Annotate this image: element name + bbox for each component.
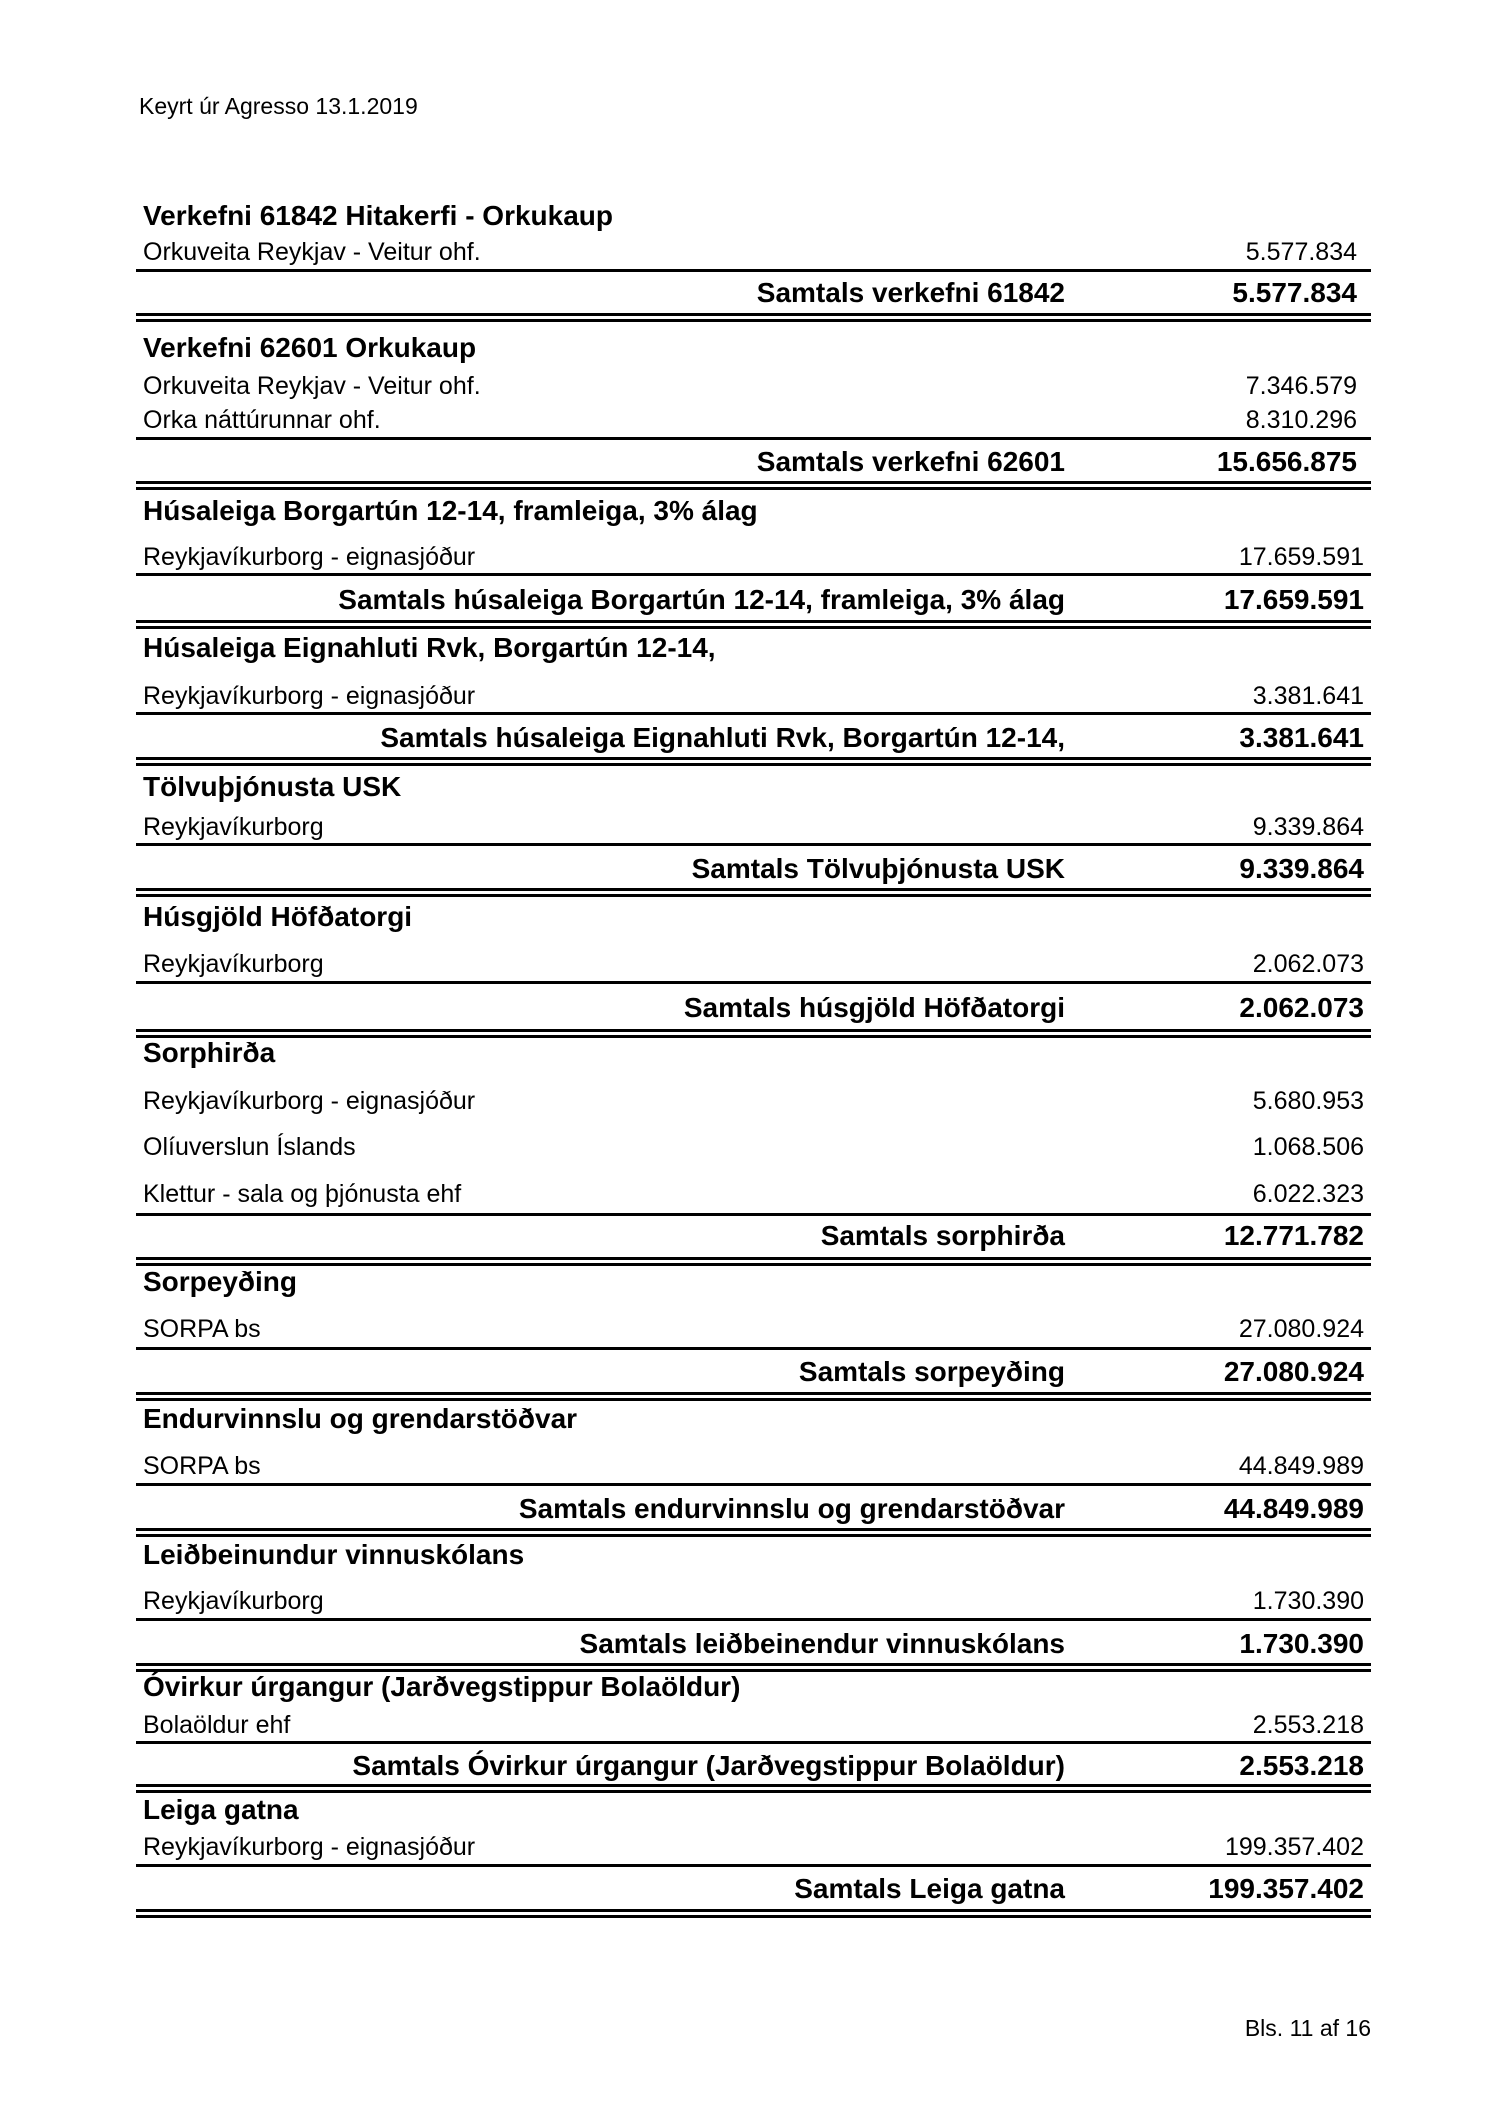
total-double-rule (136, 888, 1371, 897)
total-label: Samtals leiðbeinendur vinnuskólans (579, 1628, 1065, 1659)
total-label: Samtals endurvinnslu og grendarstöðvar (518, 1493, 1065, 1524)
subtotal-rule (136, 1741, 1371, 1744)
line-item-name: Orkuveita Reykjav - Veitur ohf. (143, 372, 481, 400)
total-double-rule (136, 757, 1371, 766)
total-label: Samtals verkefni 61842 (756, 277, 1065, 308)
total-amount: 2.553.218 (1239, 1750, 1364, 1781)
section-title: Húsaleiga Eignahluti Rvk, Borgartún 12-1… (143, 632, 716, 663)
total-amount: 5.577.834 (1232, 277, 1357, 308)
total-amount: 9.339.864 (1239, 853, 1364, 884)
total-double-rule (136, 620, 1371, 629)
line-item-name: SORPA bs (143, 1452, 261, 1480)
total-amount: 27.080.924 (1223, 1356, 1364, 1387)
section-title: Óvirkur úrgangur (Jarðvegstippur Bolaöld… (143, 1671, 741, 1702)
total-label: Samtals húsgjöld Höfðatorgi (683, 992, 1065, 1023)
total-double-rule (136, 1528, 1371, 1537)
subtotal-rule (136, 1347, 1371, 1350)
line-item-amount: 44.849.989 (1238, 1452, 1364, 1480)
section-title: Tölvuþjónusta USK (143, 771, 402, 802)
total-label: Samtals Óvirkur úrgangur (Jarðvegstippur… (352, 1750, 1065, 1781)
section-title: Sorpeyðing (143, 1266, 298, 1297)
total-amount: 12.771.782 (1223, 1220, 1364, 1251)
line-item-name: Reykjavíkurborg - eignasjóður (143, 682, 476, 710)
total-double-rule (136, 481, 1371, 490)
total-amount: 17.659.591 (1223, 584, 1364, 615)
line-item-name: Bolaöldur ehf (143, 1711, 291, 1739)
total-amount: 199.357.402 (1208, 1873, 1364, 1904)
line-item-name: Reykjavíkurborg (143, 813, 324, 841)
total-label: Samtals Leiga gatna (794, 1873, 1065, 1904)
subtotal-rule (136, 981, 1371, 984)
section-title: Verkefni 61842 Hitakerfi - Orkukaup (143, 200, 613, 231)
total-label: Samtals húsaleiga Borgartún 12-14, framl… (338, 584, 1065, 615)
line-item-amount: 8.310.296 (1245, 406, 1357, 434)
total-double-rule (136, 1909, 1371, 1918)
line-item-amount: 27.080.924 (1238, 1315, 1364, 1343)
line-item-amount: 5.577.834 (1245, 238, 1357, 266)
total-double-rule (136, 1257, 1371, 1266)
subtotal-rule (136, 1483, 1371, 1486)
subtotal-rule (136, 437, 1371, 440)
report-header: Keyrt úr Agresso 13.1.2019 (139, 93, 418, 119)
line-item-amount: 199.357.402 (1224, 1833, 1364, 1861)
line-item-name: Reykjavíkurborg - eignasjóður (143, 1087, 476, 1115)
line-item-name: Orka náttúrunnar ohf. (143, 406, 381, 434)
line-item-name: Orkuveita Reykjav - Veitur ohf. (143, 238, 481, 266)
total-double-rule (136, 1663, 1371, 1672)
total-double-rule (136, 313, 1371, 322)
line-item-name: Reykjavíkurborg (143, 1587, 324, 1615)
line-item-amount: 1.730.390 (1252, 1587, 1364, 1615)
line-item-amount: 5.680.953 (1252, 1087, 1364, 1115)
total-label: Samtals Tölvuþjónusta USK (691, 853, 1065, 884)
total-amount: 44.849.989 (1223, 1493, 1364, 1524)
section-title: Leiga gatna (143, 1794, 299, 1825)
total-amount: 15.656.875 (1216, 446, 1357, 477)
section-title: Húsaleiga Borgartún 12-14, framleiga, 3%… (143, 495, 758, 526)
section-title: Verkefni 62601 Orkukaup (143, 332, 477, 363)
line-item-amount: 2.553.218 (1252, 1711, 1364, 1739)
line-item-amount: 3.381.641 (1252, 682, 1364, 710)
line-item-name: Olíuverslun Íslands (143, 1133, 356, 1161)
line-item-amount: 2.062.073 (1252, 950, 1364, 978)
line-item-amount: 1.068.506 (1252, 1133, 1364, 1161)
total-amount: 1.730.390 (1239, 1628, 1364, 1659)
subtotal-rule (136, 843, 1371, 846)
line-item-amount: 17.659.591 (1238, 543, 1364, 571)
subtotal-rule (136, 1213, 1371, 1216)
total-label: Samtals sorpeyðing (798, 1356, 1065, 1387)
total-label: Samtals húsaleiga Eignahluti Rvk, Borgar… (380, 722, 1065, 753)
subtotal-rule (136, 1618, 1371, 1621)
section-title: Endurvinnslu og grendarstöðvar (143, 1403, 578, 1434)
total-label: Samtals sorphirða (820, 1220, 1065, 1251)
total-amount: 2.062.073 (1239, 992, 1364, 1023)
subtotal-rule (136, 1864, 1371, 1867)
line-item-amount: 7.346.579 (1245, 372, 1357, 400)
line-item-amount: 6.022.323 (1252, 1180, 1364, 1208)
line-item-name: Klettur - sala og þjónusta ehf (143, 1180, 462, 1208)
subtotal-rule (136, 712, 1371, 715)
total-double-rule (136, 1392, 1371, 1401)
total-double-rule (136, 1784, 1371, 1793)
total-double-rule (136, 1029, 1371, 1038)
line-item-name: Reykjavíkurborg (143, 950, 324, 978)
page-number: Bls. 11 af 16 (1244, 2015, 1371, 2041)
line-item-name: Reykjavíkurborg - eignasjóður (143, 1833, 476, 1861)
section-title: Sorphirða (143, 1037, 276, 1068)
subtotal-rule (136, 269, 1371, 272)
line-item-amount: 9.339.864 (1252, 813, 1364, 841)
total-label: Samtals verkefni 62601 (756, 446, 1065, 477)
line-item-name: SORPA bs (143, 1315, 261, 1343)
subtotal-rule (136, 573, 1371, 576)
section-title: Húsgjöld Höfðatorgi (143, 901, 413, 932)
section-title: Leiðbeinundur vinnuskólans (143, 1539, 525, 1570)
total-amount: 3.381.641 (1239, 722, 1364, 753)
line-item-name: Reykjavíkurborg - eignasjóður (143, 543, 476, 571)
